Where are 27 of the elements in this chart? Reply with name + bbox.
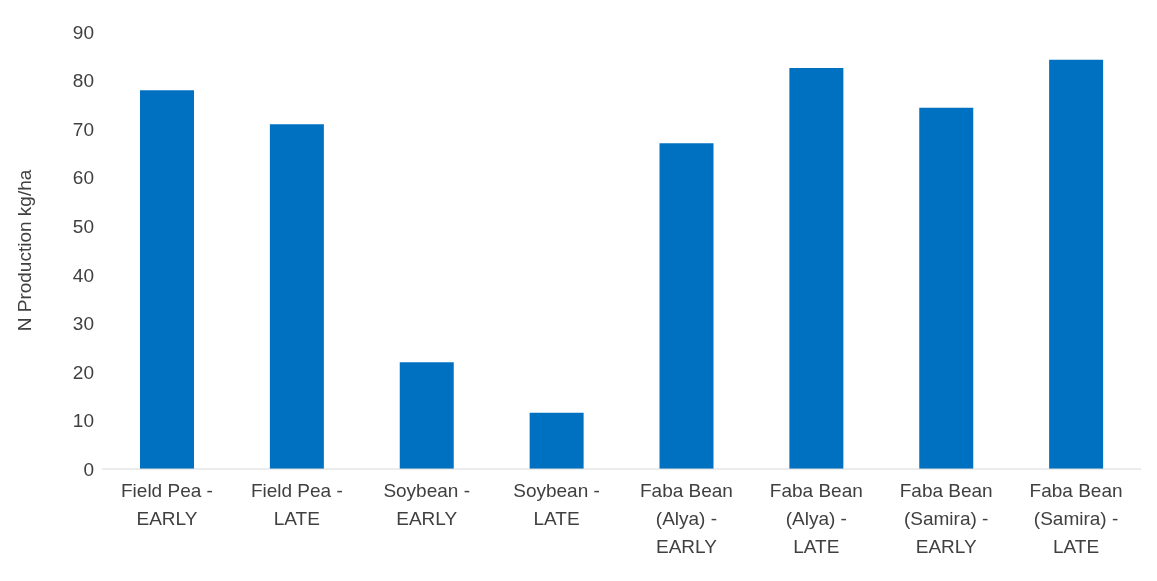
x-tick-label: Field Pea - LATE [250, 480, 343, 529]
bar [659, 143, 714, 469]
x-tick-label: Field Pea - EARLY [121, 480, 213, 529]
bar [529, 412, 584, 469]
y-tick-label: 30 [72, 313, 94, 335]
bar [789, 67, 844, 469]
x-tick-label: Faba Bean (Samira) - LATE [1029, 480, 1123, 557]
y-tick-label: 40 [72, 264, 94, 286]
bar [269, 124, 324, 469]
y-tick-label: 60 [72, 167, 94, 189]
y-tick-label: 90 [72, 21, 94, 43]
bar [399, 362, 454, 469]
x-tick-label: Faba Bean (Samira) - EARLY [899, 480, 993, 557]
y-tick-label: 0 [83, 458, 94, 480]
bar [140, 90, 194, 469]
y-tick-label: 10 [72, 410, 94, 432]
y-axis-title: N Production kg/ha [13, 169, 35, 332]
y-tick-label: 70 [72, 118, 94, 140]
bar [1049, 59, 1104, 469]
x-tick-label: Soybean - EARLY [383, 480, 470, 529]
x-tick-label: Faba Bean (Alya) - LATE [769, 480, 863, 557]
x-tick-label: Faba Bean (Alya) - EARLY [639, 480, 733, 557]
x-tick-label: Soybean - LATE [513, 480, 600, 529]
y-tick-label: 50 [72, 215, 94, 237]
y-tick-label: 20 [72, 361, 94, 383]
y-tick-label: 80 [72, 70, 94, 92]
bar [919, 107, 974, 469]
